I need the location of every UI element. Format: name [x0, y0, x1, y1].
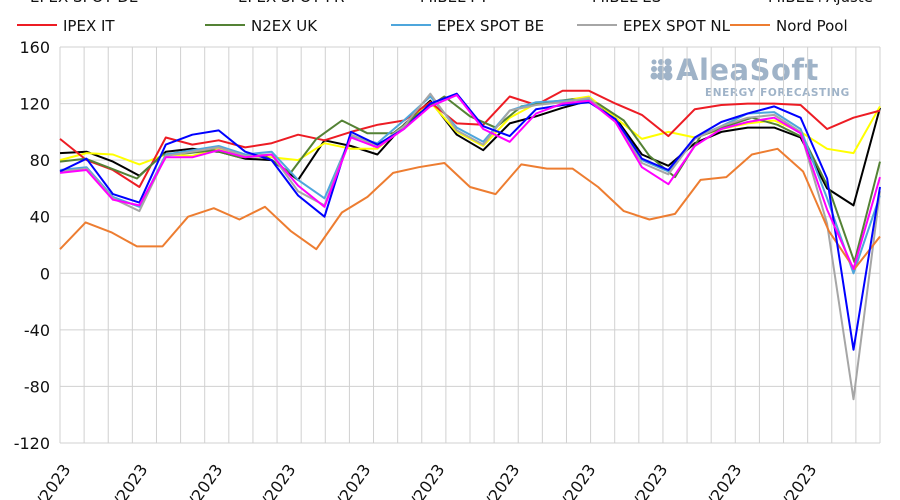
series-line-epex-spot-de [59, 92, 881, 351]
series-line-epex-spot-nl [59, 92, 881, 401]
watermark-name: AleaSoft [676, 53, 819, 87]
x-tick-label: /2023 [703, 461, 745, 500]
legend-label-clipped: MIBEL ES [592, 0, 661, 6]
clipped-legend-row: EPEX SPOT DE EPEX SPOT FR MIBEL PT MIBEL ES… [30, 0, 873, 6]
aleasoft-logo-icon [650, 58, 673, 81]
legend: IPEX IT N2EX UK EPEX SPOT BE EPEX SPOT NL No… [17, 17, 848, 35]
x-tick-label: /2023 [629, 461, 671, 500]
y-tick-label: 40 [30, 208, 50, 227]
y-axis: 160 120 80 40 0 -40 -80 -120 [14, 38, 50, 453]
logo-dot [663, 71, 673, 81]
x-axis: /2023/2023/2023/2023/2023/2023/2023/2023… [32, 461, 820, 500]
legend-label-epex-spot-be: EPEX SPOT BE [437, 17, 544, 35]
logo-dot [664, 58, 672, 66]
x-tick-label: /2023 [481, 461, 523, 500]
watermark-tagline: ENERGY FORECASTING [705, 87, 850, 99]
y-tick-label: -120 [14, 434, 50, 453]
legend-label-clipped: MIBEL+Ajuste [768, 0, 873, 6]
series-line-mibel-es [59, 94, 881, 270]
y-tick-label: 160 [19, 38, 50, 57]
legend-label-clipped: EPEX SPOT FR [238, 0, 344, 6]
x-tick-label: /2023 [257, 461, 299, 500]
x-tick-label: /2023 [778, 461, 820, 500]
y-tick-label: 80 [30, 151, 50, 170]
legend-label-ipex-it: IPEX IT [63, 17, 115, 35]
x-tick-label: /2023 [406, 461, 448, 500]
watermark: AleaSoft ENERGY FORECASTING [650, 53, 850, 99]
y-tick-label: -80 [24, 377, 50, 396]
legend-label-clipped: MIBEL PT [420, 0, 489, 6]
x-tick-label: /2023 [332, 461, 374, 500]
series-line-mibel-ajuste [59, 95, 881, 166]
series-line-n2ex-uk [59, 95, 881, 263]
series-lines [59, 89, 881, 401]
legend-label-n2ex-uk: N2EX UK [251, 17, 318, 35]
legend-label-nord-pool: Nord Pool [776, 17, 848, 35]
logo-dot [664, 65, 672, 73]
gridlines [59, 46, 881, 444]
x-tick-label: /2023 [109, 461, 151, 500]
series-line-nord-pool [59, 147, 881, 270]
legend-label-clipped: EPEX SPOT DE [30, 0, 138, 6]
y-tick-label: 0 [40, 264, 50, 283]
legend-label-epex-spot-nl: EPEX SPOT NL [623, 17, 731, 35]
logo-dot [657, 65, 665, 73]
series-line-ipex-it [59, 89, 881, 188]
x-tick-label: /2023 [557, 461, 599, 500]
x-tick-label: /2023 [32, 461, 74, 500]
y-tick-label: -40 [24, 321, 50, 340]
logo-dot [651, 59, 657, 65]
logo-dot [651, 66, 657, 72]
logo-dot [650, 72, 658, 80]
x-tick-label: /2023 [184, 461, 226, 500]
y-tick-label: 120 [19, 95, 50, 114]
